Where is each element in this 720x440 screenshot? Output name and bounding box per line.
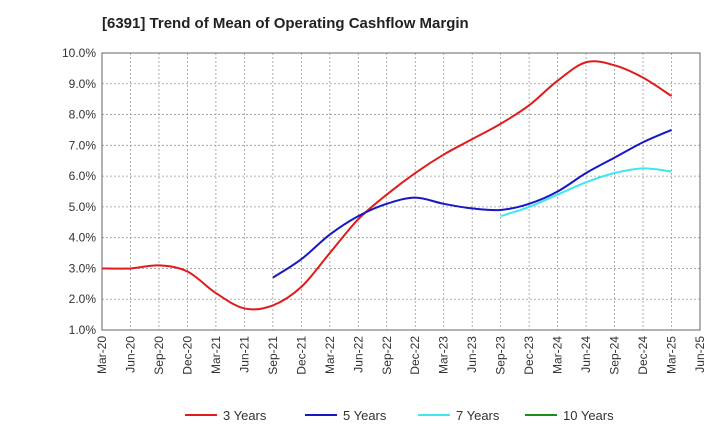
y-tick-label: 10.0% xyxy=(62,46,96,60)
y-tick-label: 7.0% xyxy=(69,138,97,152)
x-tick-label: Sep-20 xyxy=(152,336,166,375)
x-tick-label: Jun-25 xyxy=(693,336,707,373)
x-tick-label: Dec-24 xyxy=(636,336,650,375)
x-tick-label: Sep-24 xyxy=(608,336,622,375)
y-tick-label: 9.0% xyxy=(69,77,97,91)
y-tick-label: 8.0% xyxy=(69,108,97,122)
x-tick-label: Sep-22 xyxy=(380,336,394,375)
y-tick-label: 6.0% xyxy=(69,169,97,183)
x-tick-label: Mar-23 xyxy=(437,336,451,374)
x-tick-label: Dec-22 xyxy=(408,336,422,375)
chart-title: [6391] Trend of Mean of Operating Cashfl… xyxy=(102,15,469,32)
plot-area xyxy=(102,53,700,330)
x-tick-label: Jun-21 xyxy=(237,336,251,373)
series-line-3-years xyxy=(101,60,673,311)
series-lines xyxy=(101,60,673,311)
x-tick-label: Mar-25 xyxy=(665,336,679,374)
legend-label-3-years: 3 Years xyxy=(223,408,267,423)
x-tick-label: Jun-24 xyxy=(579,336,593,373)
legend: 3 Years 5 Years 7 Years 10 Years xyxy=(185,408,614,423)
x-axis-ticks: Mar-20 Jun-20 Sep-20 Dec-20 Mar-21 Jun-21 Sep-… xyxy=(95,336,707,375)
x-tick-label: Mar-22 xyxy=(323,336,337,374)
series-line-5-years xyxy=(272,129,672,279)
x-tick-label: Mar-20 xyxy=(95,336,109,374)
x-tick-label: Jun-20 xyxy=(123,336,137,373)
x-tick-label: Dec-23 xyxy=(522,336,536,375)
x-tick-label: Jun-23 xyxy=(465,336,479,373)
series-line-7-years xyxy=(500,167,672,218)
y-tick-label: 5.0% xyxy=(69,200,97,214)
x-tick-label: Mar-24 xyxy=(551,336,565,374)
plot-border xyxy=(101,52,701,331)
x-tick-label: Dec-20 xyxy=(180,336,194,375)
y-tick-label: 1.0% xyxy=(69,323,97,337)
y-axis-ticks: 1.0% 2.0% 3.0% 4.0% 5.0% 6.0% 7.0% 8.0% 9.0% 10.0… xyxy=(62,46,96,337)
y-tick-label: 3.0% xyxy=(69,261,97,275)
axes xyxy=(101,52,701,331)
y-tick-label: 4.0% xyxy=(69,231,97,245)
legend-label-7-years: 7 Years xyxy=(456,408,500,423)
legend-label-5-years: 5 Years xyxy=(343,408,387,423)
x-tick-label: Jun-22 xyxy=(351,336,365,373)
x-tick-label: Sep-23 xyxy=(494,336,508,375)
x-tick-label: Sep-21 xyxy=(266,336,280,375)
grid xyxy=(102,53,700,330)
legend-label-10-years: 10 Years xyxy=(563,408,614,423)
x-tick-label: Dec-21 xyxy=(294,336,308,375)
y-tick-label: 2.0% xyxy=(69,292,97,306)
x-tick-label: Mar-21 xyxy=(209,336,223,374)
